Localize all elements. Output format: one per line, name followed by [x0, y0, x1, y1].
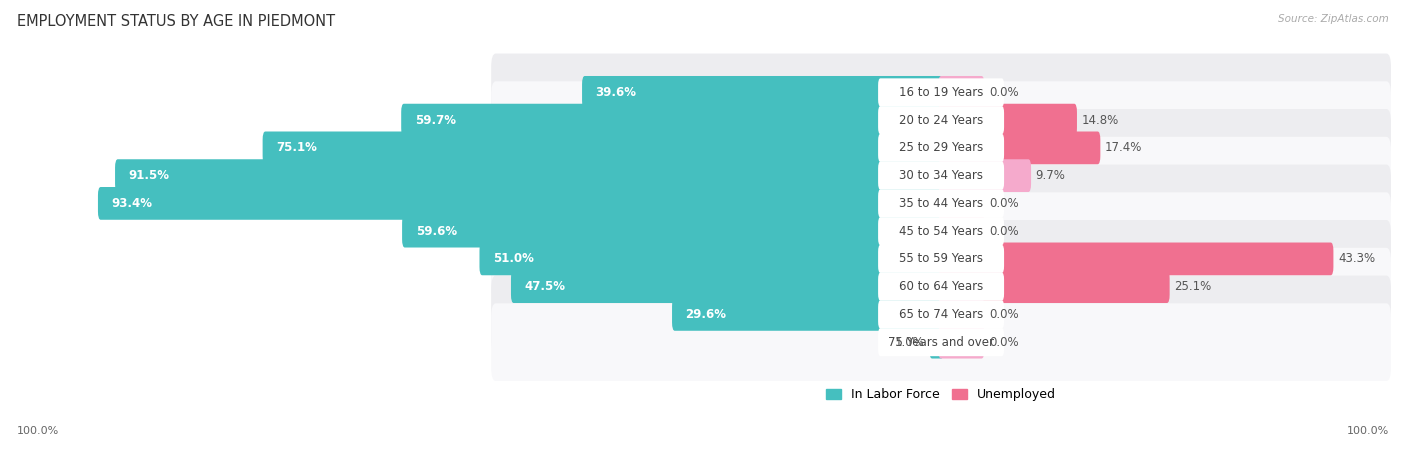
- FancyBboxPatch shape: [491, 109, 1391, 187]
- FancyBboxPatch shape: [879, 301, 1004, 328]
- FancyBboxPatch shape: [879, 134, 1004, 162]
- Text: 51.0%: 51.0%: [494, 252, 534, 266]
- FancyBboxPatch shape: [929, 326, 943, 359]
- Text: 35 to 44 Years: 35 to 44 Years: [898, 197, 983, 210]
- Text: 16 to 19 Years: 16 to 19 Years: [898, 86, 983, 99]
- FancyBboxPatch shape: [582, 76, 943, 109]
- FancyBboxPatch shape: [491, 137, 1391, 215]
- FancyBboxPatch shape: [879, 217, 1004, 245]
- FancyBboxPatch shape: [938, 131, 1101, 164]
- FancyBboxPatch shape: [938, 298, 984, 331]
- FancyBboxPatch shape: [938, 104, 1077, 136]
- Text: 75.1%: 75.1%: [276, 141, 316, 154]
- FancyBboxPatch shape: [879, 162, 1004, 189]
- FancyBboxPatch shape: [938, 76, 984, 109]
- FancyBboxPatch shape: [115, 159, 943, 192]
- Text: 0.0%: 0.0%: [988, 308, 1018, 321]
- Text: 30 to 34 Years: 30 to 34 Years: [898, 169, 983, 182]
- FancyBboxPatch shape: [402, 215, 943, 248]
- Text: 0.0%: 0.0%: [988, 197, 1018, 210]
- Text: 25.1%: 25.1%: [1174, 280, 1212, 293]
- Text: 100.0%: 100.0%: [17, 427, 59, 436]
- FancyBboxPatch shape: [879, 273, 1004, 301]
- FancyBboxPatch shape: [938, 159, 1031, 192]
- Legend: In Labor Force, Unemployed: In Labor Force, Unemployed: [825, 388, 1056, 401]
- FancyBboxPatch shape: [491, 248, 1391, 325]
- Text: 29.6%: 29.6%: [686, 308, 727, 321]
- FancyBboxPatch shape: [938, 270, 1170, 303]
- Text: 100.0%: 100.0%: [1347, 427, 1389, 436]
- Text: 93.4%: 93.4%: [111, 197, 152, 210]
- Text: 17.4%: 17.4%: [1105, 141, 1142, 154]
- Text: 0.0%: 0.0%: [988, 86, 1018, 99]
- FancyBboxPatch shape: [491, 220, 1391, 298]
- FancyBboxPatch shape: [938, 187, 984, 220]
- Text: 65 to 74 Years: 65 to 74 Years: [898, 308, 983, 321]
- Text: Source: ZipAtlas.com: Source: ZipAtlas.com: [1278, 14, 1389, 23]
- Text: 59.6%: 59.6%: [416, 225, 457, 238]
- Text: 20 to 24 Years: 20 to 24 Years: [898, 113, 983, 126]
- Text: 1.0%: 1.0%: [896, 336, 925, 349]
- FancyBboxPatch shape: [491, 303, 1391, 381]
- FancyBboxPatch shape: [263, 131, 943, 164]
- Text: 25 to 29 Years: 25 to 29 Years: [898, 141, 983, 154]
- Text: 0.0%: 0.0%: [988, 336, 1018, 349]
- Text: 43.3%: 43.3%: [1339, 252, 1375, 266]
- Text: 91.5%: 91.5%: [128, 169, 170, 182]
- Text: 47.5%: 47.5%: [524, 280, 565, 293]
- FancyBboxPatch shape: [879, 106, 1004, 134]
- FancyBboxPatch shape: [879, 78, 1004, 106]
- Text: 14.8%: 14.8%: [1081, 113, 1119, 126]
- Text: 0.0%: 0.0%: [988, 225, 1018, 238]
- FancyBboxPatch shape: [98, 187, 943, 220]
- FancyBboxPatch shape: [879, 328, 1004, 356]
- Text: 59.7%: 59.7%: [415, 113, 456, 126]
- FancyBboxPatch shape: [938, 326, 984, 359]
- FancyBboxPatch shape: [510, 270, 943, 303]
- FancyBboxPatch shape: [401, 104, 943, 136]
- FancyBboxPatch shape: [491, 192, 1391, 270]
- FancyBboxPatch shape: [491, 81, 1391, 159]
- FancyBboxPatch shape: [879, 245, 1004, 273]
- FancyBboxPatch shape: [938, 243, 1333, 275]
- Text: 55 to 59 Years: 55 to 59 Years: [898, 252, 983, 266]
- Text: 60 to 64 Years: 60 to 64 Years: [898, 280, 983, 293]
- FancyBboxPatch shape: [491, 275, 1391, 353]
- Text: 9.7%: 9.7%: [1036, 169, 1066, 182]
- Text: 39.6%: 39.6%: [596, 86, 637, 99]
- FancyBboxPatch shape: [938, 215, 984, 248]
- FancyBboxPatch shape: [879, 189, 1004, 217]
- Text: 75 Years and over: 75 Years and over: [889, 336, 994, 349]
- FancyBboxPatch shape: [672, 298, 943, 331]
- Text: 45 to 54 Years: 45 to 54 Years: [898, 225, 983, 238]
- FancyBboxPatch shape: [479, 243, 943, 275]
- FancyBboxPatch shape: [491, 165, 1391, 242]
- Text: EMPLOYMENT STATUS BY AGE IN PIEDMONT: EMPLOYMENT STATUS BY AGE IN PIEDMONT: [17, 14, 335, 28]
- FancyBboxPatch shape: [491, 54, 1391, 131]
